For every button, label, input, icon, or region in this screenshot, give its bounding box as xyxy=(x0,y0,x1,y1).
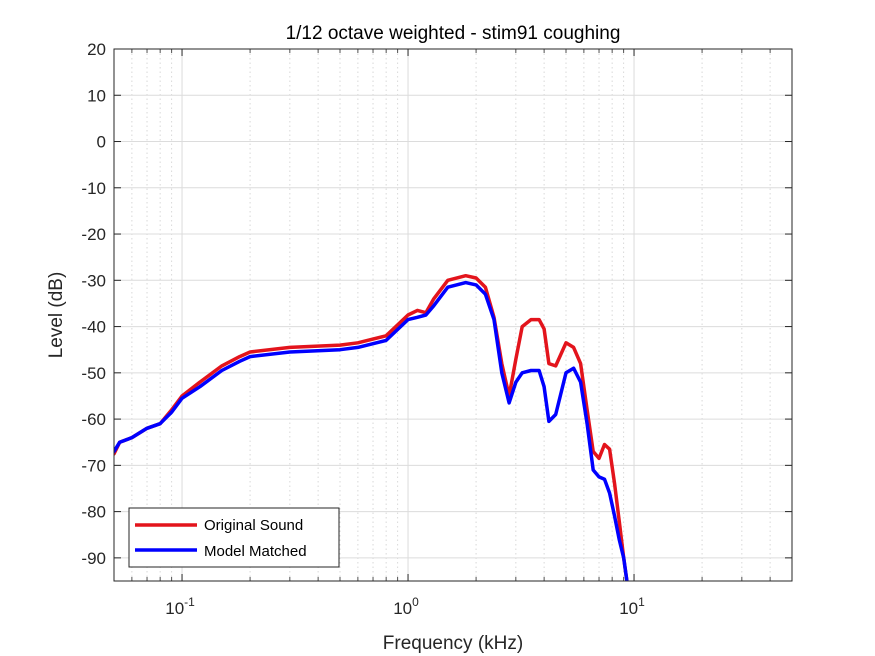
y-tick-label: -80 xyxy=(81,503,106,522)
y-tick-label: -20 xyxy=(81,225,106,244)
y-tick-label: -90 xyxy=(81,549,106,568)
x-axis-label: Frequency (kHz) xyxy=(383,633,523,654)
x-tick-labels: 10-1 100 101 xyxy=(165,595,645,618)
chart-title: 1/12 octave weighted - stim91 coughing xyxy=(286,23,621,44)
x-tick-label-exponent: -1 xyxy=(184,595,195,609)
legend: Original Sound Model Matched xyxy=(128,507,340,568)
y-tick-label: -60 xyxy=(81,410,106,429)
y-tick-label: 10 xyxy=(87,86,106,105)
y-tick-label: -40 xyxy=(81,318,106,337)
x-tick-label: 100 xyxy=(393,595,419,618)
legend-box xyxy=(128,507,340,568)
series-line-original-sound xyxy=(114,273,629,581)
y-tick-label: -10 xyxy=(81,179,106,198)
y-tick-labels: 20 10 0 -10 -20 -30 -40 -50 -60 -70 -80 -90 xyxy=(81,40,106,568)
x-tick-label-exponent: 1 xyxy=(638,595,645,609)
y-tick-label: 20 xyxy=(87,40,106,59)
x-tick-label-base: 10 xyxy=(393,599,412,618)
y-tick-label: 0 xyxy=(97,133,106,152)
x-tick-label: 101 xyxy=(619,595,645,618)
series-line-model-matched xyxy=(114,280,629,581)
y-tick-label: -70 xyxy=(81,456,106,475)
y-axis-label: Level (dB) xyxy=(46,272,67,359)
legend-label-original-sound: Original Sound xyxy=(204,517,303,534)
y-tick-label: -30 xyxy=(81,271,106,290)
x-tick-label-base: 10 xyxy=(165,599,184,618)
x-tick-label-exponent: 0 xyxy=(412,595,419,609)
x-tick-label: 10-1 xyxy=(165,595,195,618)
legend-label-model-matched: Model Matched xyxy=(204,543,307,560)
series-layer xyxy=(114,273,629,581)
y-tick-label: -50 xyxy=(81,364,106,383)
axis-ticks xyxy=(113,48,793,581)
plot-area-border xyxy=(113,48,793,582)
x-tick-label-base: 10 xyxy=(619,599,638,618)
